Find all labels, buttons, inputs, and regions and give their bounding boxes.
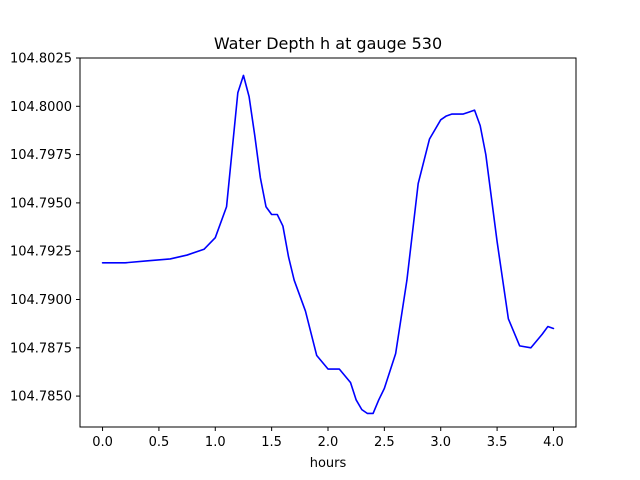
x-tick-label: 4.0 [543, 435, 564, 450]
x-tick-label: 1.5 [261, 435, 282, 450]
series-line-0 [101, 74, 555, 415]
y-tick-label: 104.7900 [10, 293, 72, 308]
x-tick-label: 0.0 [92, 435, 113, 450]
y-tick-label: 104.8000 [10, 100, 72, 115]
y-tick-label: 104.7950 [10, 196, 72, 211]
y-tick-label: 104.8025 [10, 52, 72, 67]
x-axis-label: hours [310, 456, 347, 471]
x-tick-label: 2.0 [318, 435, 339, 450]
x-tick-label: 2.5 [374, 435, 395, 450]
y-tick-label: 104.7975 [10, 148, 72, 163]
y-tick-label: 104.7875 [10, 341, 72, 356]
y-tick-label: 104.7925 [10, 245, 72, 260]
y-tick-label: 104.7850 [10, 390, 72, 405]
chart-title: Water Depth h at gauge 530 [214, 34, 442, 53]
x-tick-label: 3.5 [487, 435, 508, 450]
x-tick-label: 3.0 [430, 435, 451, 450]
y-axis: 104.7850 104.7875 104.7900 104.7925 104.7950… [10, 52, 80, 405]
x-tick-label: 1.0 [205, 435, 226, 450]
x-tick-label: 0.5 [149, 435, 170, 450]
x-axis: 0.0 0.5 1.0 1.5 2.0 2.5 3.0 3.5 4.0 [92, 427, 564, 450]
